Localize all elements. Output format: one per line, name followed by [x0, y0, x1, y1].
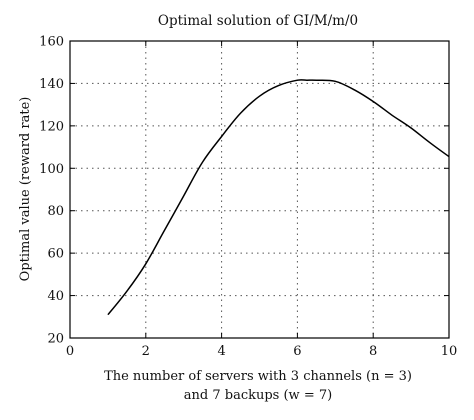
axis-ticks [69, 40, 450, 339]
x-tick-label: 6 [293, 344, 301, 359]
x-tick-label: 10 [441, 344, 458, 359]
y-tick-label: 40 [47, 289, 64, 304]
y-tick-labels: 20 40 60 80 100 120 140 160 [39, 35, 64, 347]
x-tick-label: 4 [217, 344, 225, 359]
optimal-value-curve [107, 79, 450, 316]
y-tick-label: 60 [47, 247, 64, 262]
grid-lines [70, 41, 449, 338]
x-axis-label-line1: The number of servers with 3 channels (n… [104, 369, 412, 384]
chart-title-text: Optimal solution of GI/M/m/0 [158, 13, 358, 29]
y-tick-label: 80 [47, 204, 64, 219]
x-axis-label-line2: and 7 backups (w = 7) [184, 388, 332, 403]
chart-title: Optimal solution of GI/M/m/0 [158, 13, 358, 29]
x-tick-labels: 0 2 4 6 8 10 [66, 344, 457, 359]
plot-frame [69, 40, 450, 339]
y-tick-label: 160 [39, 35, 64, 50]
y-tick-label: 100 [39, 162, 64, 177]
x-tick-label: 2 [142, 344, 150, 359]
x-tick-label: 0 [66, 344, 74, 359]
y-tick-label: 20 [47, 332, 64, 347]
x-tick-label: 8 [369, 344, 377, 359]
y-tick-label: 140 [39, 77, 64, 92]
y-axis-label: Optimal value (reward rate) [18, 97, 33, 282]
y-tick-label: 120 [39, 119, 64, 134]
